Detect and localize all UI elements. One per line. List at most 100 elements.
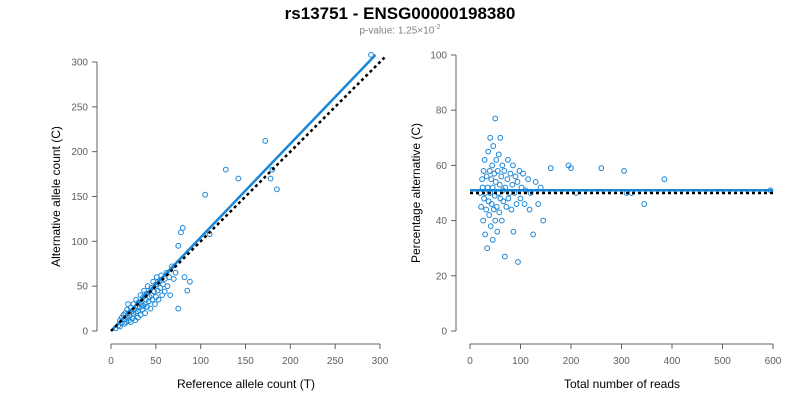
data-point <box>492 179 499 185</box>
data-point <box>155 296 162 303</box>
data-point <box>517 195 524 202</box>
data-point <box>485 148 492 155</box>
data-point <box>167 292 174 299</box>
data-point <box>179 224 186 231</box>
data-point <box>491 170 498 177</box>
data-point <box>492 115 499 122</box>
y-tick-label: 80 <box>436 106 448 117</box>
y-tick-label: 100 <box>71 237 88 248</box>
x-tick-label: 200 <box>282 356 299 367</box>
data-point <box>568 165 574 172</box>
data-point <box>493 156 500 163</box>
data-point <box>514 179 521 185</box>
data-point <box>480 168 487 174</box>
data-point <box>661 176 668 183</box>
x-tick-label: 300 <box>372 356 389 367</box>
data-point <box>488 201 495 207</box>
data-point <box>483 173 490 180</box>
x-tick-label: 600 <box>765 356 782 367</box>
data-point <box>496 181 503 188</box>
data-point <box>487 134 494 141</box>
y-tick-label: 200 <box>71 147 88 158</box>
x-tick-label: 100 <box>192 356 209 367</box>
data-point <box>478 203 485 210</box>
data-point <box>492 217 499 224</box>
data-point <box>530 231 537 238</box>
x-tick-label: 500 <box>714 356 731 367</box>
data-point <box>598 165 605 172</box>
data-point <box>485 198 492 205</box>
data-point <box>510 162 516 169</box>
data-point <box>621 168 627 174</box>
data-point <box>641 201 648 207</box>
data-point <box>494 228 501 235</box>
x-tick-label: 400 <box>664 356 681 367</box>
y-tick-label: 300 <box>71 58 88 69</box>
data-point <box>170 276 177 282</box>
data-point <box>159 292 166 299</box>
data-point <box>504 176 511 183</box>
chart-subtitle: p-value: 1.25×10-2 <box>0 24 800 36</box>
fit-line <box>110 53 377 332</box>
data-point <box>504 156 511 163</box>
data-point <box>161 288 168 295</box>
data-point <box>184 287 191 294</box>
x-tick-label: 200 <box>563 356 580 367</box>
data-point <box>526 206 533 213</box>
data-point <box>493 203 500 210</box>
data-point <box>515 259 521 265</box>
x-tick-label: 0 <box>108 356 114 367</box>
data-point <box>488 176 495 183</box>
data-point <box>187 278 193 285</box>
data-point <box>139 306 146 313</box>
data-point <box>513 201 520 207</box>
x-tick-label: 50 <box>150 356 162 367</box>
y-tick-label: 250 <box>71 102 88 113</box>
data-point <box>501 168 508 174</box>
data-point <box>540 217 547 224</box>
data-point <box>164 283 171 290</box>
data-point <box>487 223 494 230</box>
data-point <box>508 206 515 213</box>
data-point <box>500 198 507 205</box>
x-tick-label: 100 <box>512 356 529 367</box>
y-tick-label: 50 <box>77 282 89 293</box>
y-tick-label: 40 <box>436 216 448 227</box>
x-tick-label: 300 <box>613 356 630 367</box>
data-point <box>262 138 269 144</box>
data-point <box>505 195 512 202</box>
data-point <box>140 302 147 309</box>
data-point <box>181 274 188 281</box>
data-point <box>480 217 487 224</box>
data-point <box>490 143 497 149</box>
data-point <box>532 179 539 185</box>
data-point <box>269 166 276 173</box>
data-point <box>503 203 510 210</box>
data-point <box>507 170 514 177</box>
data-point <box>175 242 182 249</box>
data-point <box>481 156 488 163</box>
y-tick-label: 100 <box>430 51 447 62</box>
data-point <box>147 305 154 312</box>
pvalue-text: p-value: 1.25×10 <box>359 25 435 37</box>
data-point <box>490 206 497 213</box>
data-point <box>496 209 503 216</box>
x-axis-label: Total number of reads <box>564 377 680 391</box>
data-point <box>235 175 242 182</box>
left-scatter-panel: 0 50 100 150 200 250 300 0 50 100 150 200 250 300 Refe… <box>49 51 389 391</box>
pvalue-exponent: -2 <box>434 24 441 31</box>
x-tick-label: 0 <box>467 356 473 367</box>
data-point <box>486 212 493 218</box>
data-point <box>512 173 519 180</box>
data-point <box>267 175 274 182</box>
data-point <box>172 269 179 276</box>
data-point <box>489 162 496 169</box>
data-point <box>521 201 528 207</box>
data-point <box>547 165 554 172</box>
data-point <box>142 310 148 316</box>
data-point <box>489 237 496 243</box>
data-point <box>368 51 374 58</box>
data-point <box>509 181 516 188</box>
y-tick-label: 0 <box>82 327 88 338</box>
